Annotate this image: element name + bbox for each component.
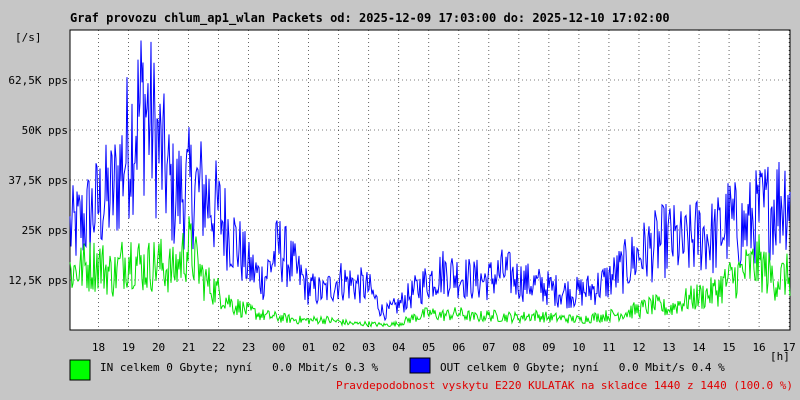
x-tick-label: 21 bbox=[182, 341, 195, 354]
x-tick-label: 14 bbox=[692, 341, 706, 354]
x-tick-label: 12 bbox=[632, 341, 645, 354]
y-tick-label: 62,5K pps bbox=[8, 74, 68, 87]
legend-swatch-out bbox=[409, 357, 431, 374]
series-line-out bbox=[69, 40, 791, 322]
x-tick-label: 02 bbox=[332, 341, 345, 354]
x-tick-label: 04 bbox=[392, 341, 406, 354]
x-tick-label: 18 bbox=[92, 341, 105, 354]
x-tick-label: 17 bbox=[782, 341, 795, 354]
y-axis-ticks: 12,5K pps 25K pps 37,5K pps 50K pps 62,5K pp… bbox=[8, 74, 68, 287]
x-tick-label: 08 bbox=[512, 341, 525, 354]
x-tick-label: 20 bbox=[152, 341, 165, 354]
y-tick-label: 25K pps bbox=[22, 224, 68, 237]
x-tick-label: 13 bbox=[662, 341, 675, 354]
x-tick-label: 03 bbox=[362, 341, 375, 354]
x-tick-label: 11 bbox=[602, 341, 615, 354]
series-in bbox=[69, 216, 791, 328]
x-unit-label: [h] bbox=[770, 350, 790, 363]
y-tick-label: 12,5K pps bbox=[8, 274, 68, 287]
y-unit-label: [/s] bbox=[15, 31, 42, 44]
x-tick-label: 05 bbox=[422, 341, 435, 354]
x-tick-label: 22 bbox=[212, 341, 225, 354]
grid-lines bbox=[70, 30, 790, 330]
x-tick-label: 10 bbox=[572, 341, 585, 354]
x-tick-label: 16 bbox=[752, 341, 765, 354]
series-out bbox=[69, 40, 791, 322]
series-line-in bbox=[69, 216, 791, 328]
x-tick-label: 23 bbox=[242, 341, 255, 354]
x-tick-label: 01 bbox=[302, 341, 315, 354]
x-tick-label: 19 bbox=[122, 341, 135, 354]
legend-out-text: OUT celkem 0 Gbyte; nyní 0.0 Mbit/s 0.4 … bbox=[440, 361, 725, 374]
x-tick-label: 06 bbox=[452, 341, 465, 354]
x-tick-label: 15 bbox=[722, 341, 735, 354]
footer-probability: Pravdepodobnost vyskytu E220 KULATAK na … bbox=[336, 379, 793, 392]
x-tick-label: 00 bbox=[272, 341, 285, 354]
chart-title: Graf provozu chlum_ap1_wlan Packets od: … bbox=[70, 11, 670, 26]
legend-swatch-in bbox=[69, 359, 91, 381]
y-tick-label: 37,5K pps bbox=[8, 174, 68, 187]
legend-in-text: IN celkem 0 Gbyte; nyní 0.0 Mbit/s 0.3 % bbox=[100, 361, 379, 374]
series-layer bbox=[69, 40, 791, 328]
x-axis-ticks: 18 19 20 21 22 23 00 01 02 03 04 05 06 07 08 09 10 11 12 13… bbox=[92, 341, 796, 354]
y-tick-label: 50K pps bbox=[22, 124, 68, 137]
x-tick-label: 09 bbox=[542, 341, 555, 354]
x-tick-label: 07 bbox=[482, 341, 495, 354]
